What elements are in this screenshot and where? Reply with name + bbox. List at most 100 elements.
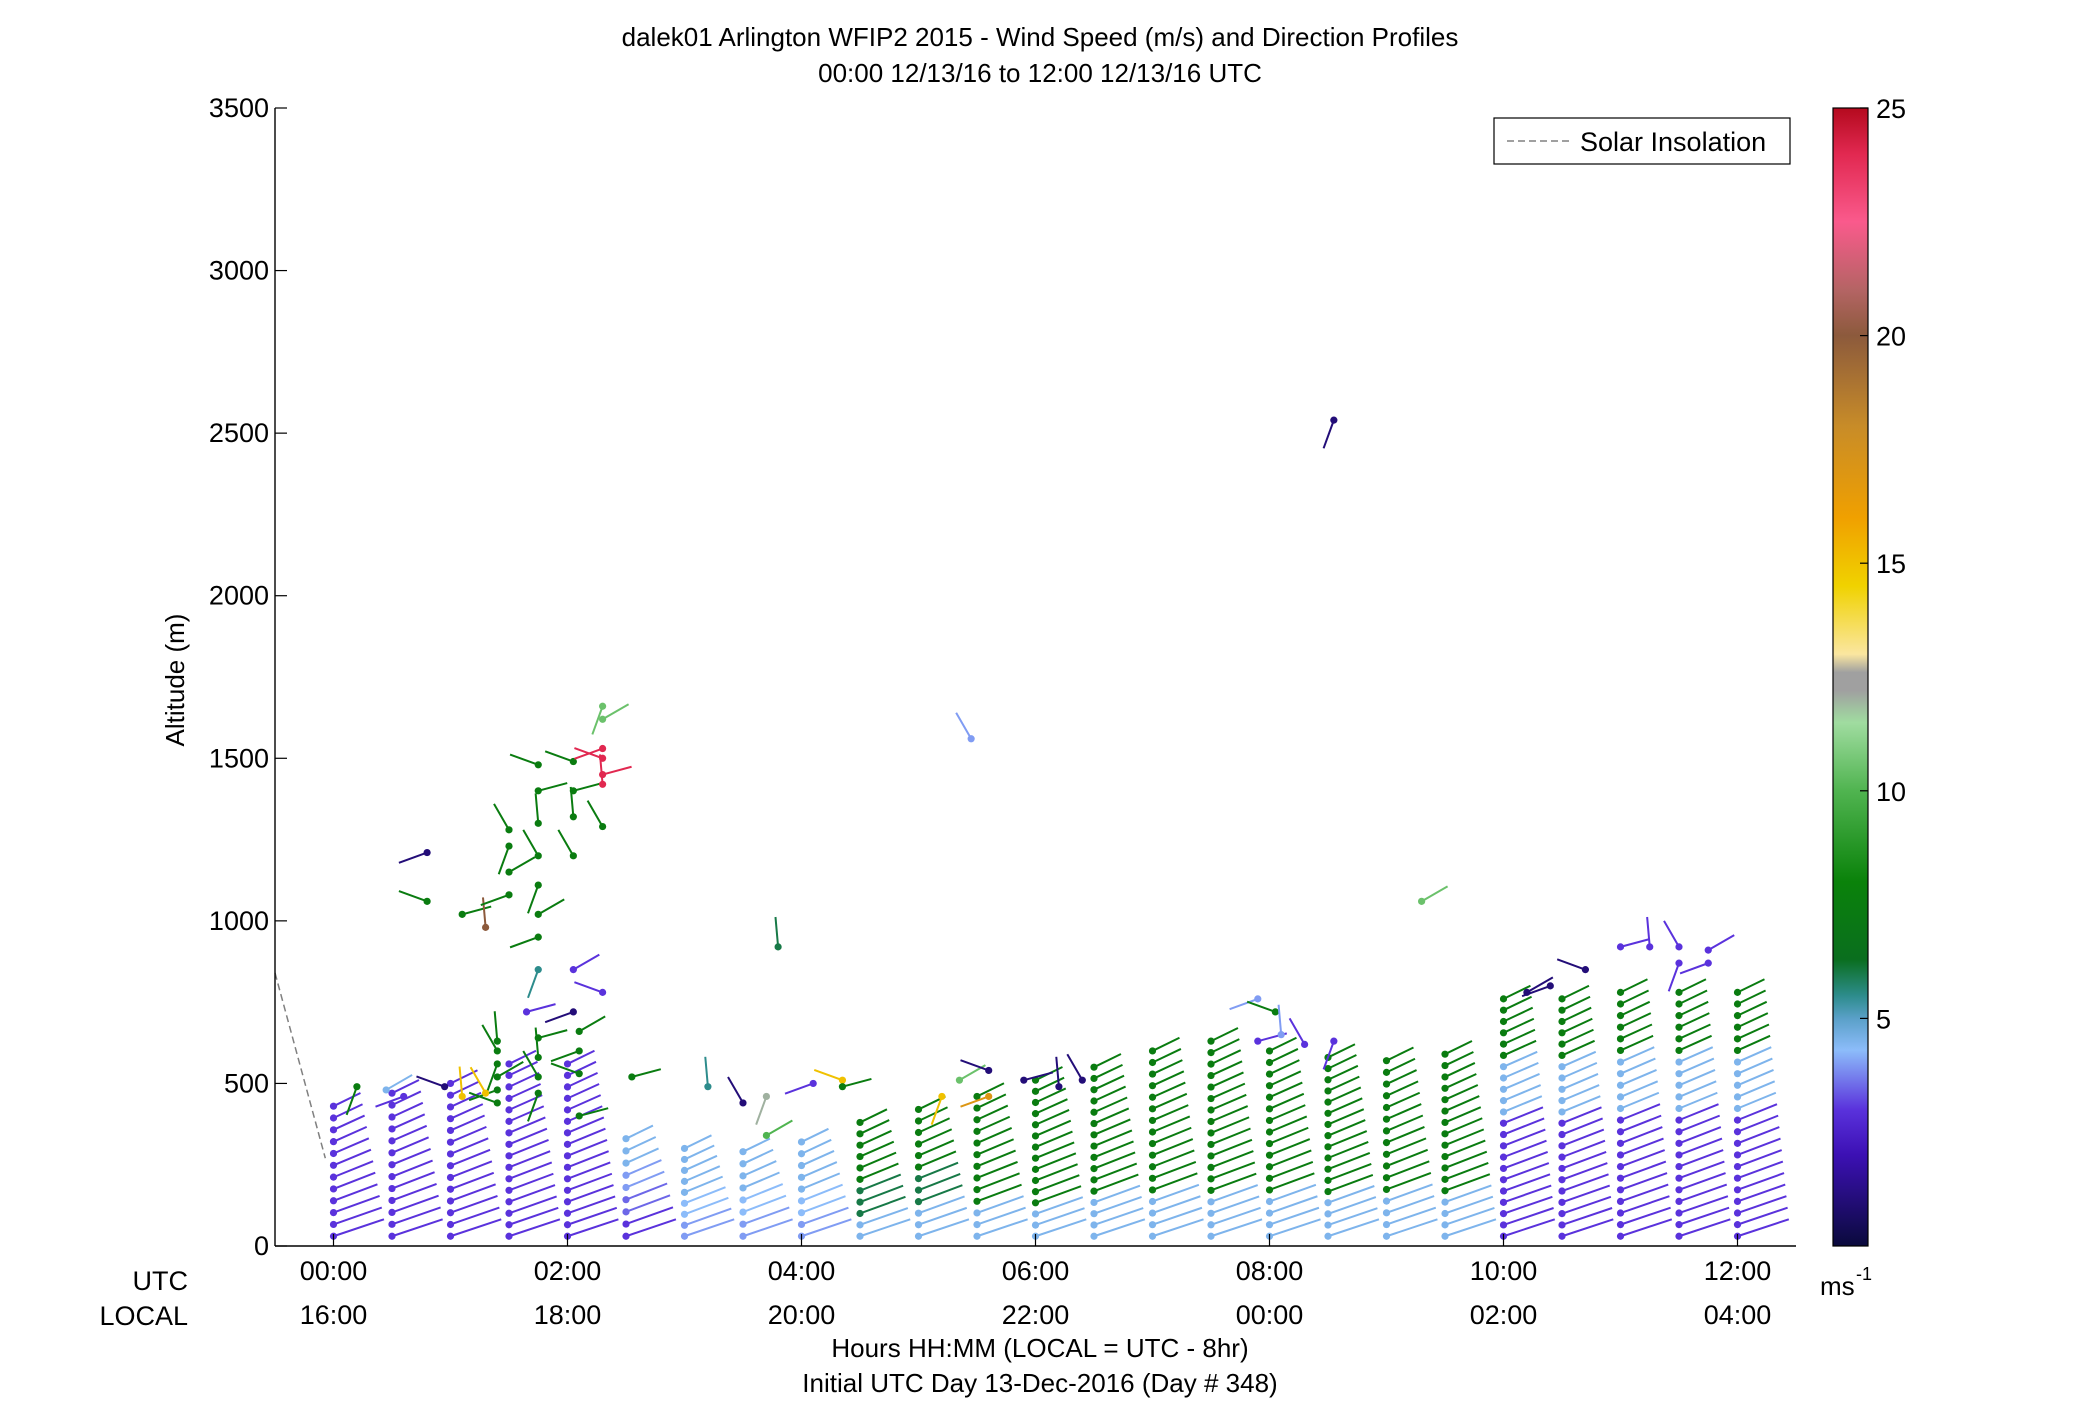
colorbar-tick-label: 20 <box>1876 322 1906 352</box>
wind-barb <box>797 1183 843 1205</box>
wind-barb-isolated <box>1667 959 1683 992</box>
wind-barb <box>914 1139 955 1160</box>
wind-barb <box>1090 1096 1128 1116</box>
wind-barb <box>388 1136 430 1157</box>
wind-barb <box>1499 1017 1535 1037</box>
wind-barb <box>505 1083 542 1102</box>
wind-barb-isolated <box>575 1015 606 1036</box>
wind-barb <box>1733 1172 1785 1194</box>
wind-barb <box>563 1150 609 1171</box>
wind-barb <box>1324 1162 1372 1184</box>
wind-barb <box>446 1218 502 1240</box>
wind-barb <box>505 1060 538 1080</box>
wind-barb <box>1558 1028 1594 1048</box>
wind-barb-isolated <box>398 848 431 864</box>
x-tick-label-utc: 04:00 <box>768 1256 836 1286</box>
wind-barb-isolated <box>1521 982 1554 998</box>
wind-barb <box>1031 1130 1073 1151</box>
wind-barb <box>329 1148 372 1169</box>
wind-barb <box>1207 1060 1243 1080</box>
wind-barb <box>1382 1057 1416 1076</box>
x-tick-label-local: 16:00 <box>300 1300 368 1330</box>
wind-barb <box>1499 1006 1534 1026</box>
wind-barb <box>1382 1160 1430 1182</box>
wind-barb <box>856 1218 911 1240</box>
wind-barb <box>1675 1080 1717 1101</box>
wind-barb <box>1031 1087 1067 1107</box>
wind-barb <box>1558 1073 1599 1093</box>
wind-barb <box>1499 1162 1550 1184</box>
wind-barb <box>1382 1069 1417 1088</box>
wind-barb <box>973 1127 1013 1147</box>
wind-barb <box>1675 1114 1721 1136</box>
wind-barb-isolated <box>813 1068 847 1084</box>
local-row-label: LOCAL <box>99 1301 188 1331</box>
wind-barb <box>1616 989 1650 1008</box>
wind-barb <box>505 1195 557 1217</box>
x-tick-label-utc: 06:00 <box>1002 1256 1070 1286</box>
wind-barb-isolated <box>955 712 975 743</box>
wind-barb <box>914 1172 961 1194</box>
wind-barb-isolated <box>416 1075 449 1091</box>
wind-barb <box>388 1101 424 1121</box>
wind-barb <box>1675 1023 1711 1043</box>
wind-barb <box>1324 1130 1368 1151</box>
wind-barb-isolated <box>586 800 607 831</box>
wind-barb <box>1616 978 1648 996</box>
wind-barb <box>1148 1115 1191 1136</box>
wind-barb <box>1675 989 1708 1008</box>
wind-barb <box>1090 1107 1130 1128</box>
wind-barb <box>1675 1046 1714 1066</box>
wind-barb <box>622 1194 671 1216</box>
wind-barb <box>1441 1173 1491 1195</box>
wind-barb <box>1031 1174 1080 1196</box>
wind-barb <box>1558 1084 1600 1105</box>
wind-barb <box>1616 1218 1673 1240</box>
wind-barb <box>973 1149 1016 1170</box>
wind-barb <box>1324 1064 1359 1084</box>
wind-barb <box>1675 1091 1718 1113</box>
wind-barb <box>1207 1138 1253 1160</box>
wind-barb <box>1733 989 1767 1008</box>
wind-barb <box>1675 1126 1722 1147</box>
wind-barb <box>1031 1185 1082 1207</box>
wind-barb <box>973 1218 1028 1240</box>
wind-barb <box>856 1108 888 1127</box>
wind-barb-isolated <box>509 933 542 949</box>
wind-barb <box>505 1105 545 1125</box>
x-tick-label-utc: 02:00 <box>534 1256 602 1286</box>
wind-barb <box>1733 1080 1776 1101</box>
wind-barb <box>622 1170 665 1192</box>
colorbar-tick-label: 5 <box>1876 1004 1891 1034</box>
wind-barb <box>1675 1069 1716 1089</box>
wind-barb <box>1031 1207 1085 1229</box>
wind-barb <box>1031 1119 1072 1140</box>
wind-barb <box>1382 1148 1429 1170</box>
wind-barb <box>973 1138 1014 1159</box>
wind-barb <box>563 1049 595 1068</box>
wind-barb <box>1616 1023 1653 1043</box>
wind-barb <box>1616 1057 1656 1078</box>
wind-barb-isolated <box>930 1092 946 1125</box>
wind-barb <box>1499 1195 1553 1218</box>
wind-barb <box>1616 1080 1659 1101</box>
wind-barb-isolated <box>493 1011 501 1045</box>
wind-barb <box>388 1124 428 1145</box>
wind-barb <box>797 1138 832 1158</box>
wind-barb <box>1090 1195 1142 1218</box>
wind-barb <box>446 1160 493 1182</box>
wind-barb-isolated <box>497 842 513 875</box>
wind-barb <box>1148 1070 1185 1090</box>
wind-barb <box>1499 984 1531 1003</box>
wind-barb <box>1265 1036 1297 1055</box>
wind-barb <box>1675 1183 1728 1206</box>
wind-barb <box>505 1161 553 1183</box>
wind-barb <box>1558 984 1590 1003</box>
wind-barb <box>1382 1103 1422 1123</box>
wind-barb-isolated <box>534 1027 542 1062</box>
wind-barb <box>1733 1023 1770 1043</box>
wind-barb-isolated <box>1418 885 1449 905</box>
wind-barb <box>1265 1206 1320 1229</box>
wind-barb <box>1675 1195 1729 1217</box>
plot-area <box>275 108 1796 1246</box>
